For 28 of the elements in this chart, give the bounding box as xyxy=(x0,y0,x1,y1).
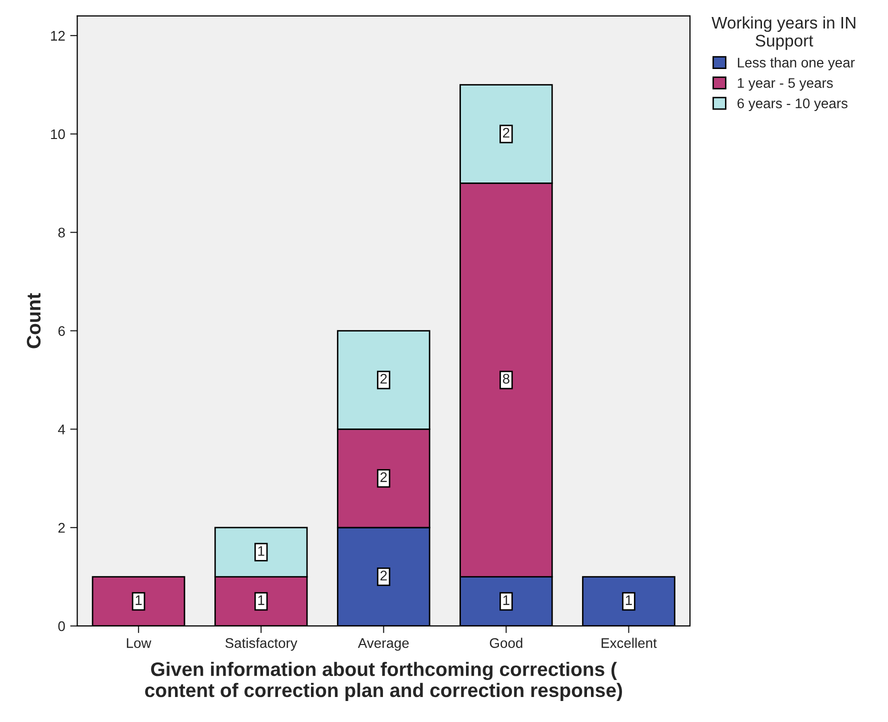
legend-label: 6 years - 10 years xyxy=(738,98,848,112)
y-tick-label: 6 xyxy=(58,326,65,336)
data-label: 2 xyxy=(380,374,387,384)
data-label: 2 xyxy=(380,570,387,580)
y-tick-label: 0 xyxy=(58,621,65,632)
data-label: 1 xyxy=(258,546,264,556)
x-axis-title: Given information about forthcoming corrections ( content of correction plan and correction response) xyxy=(145,662,622,701)
y-tick-label: 12 xyxy=(51,30,65,41)
x-tick-label: Satisfactory xyxy=(225,638,298,651)
y-axis-title: Count xyxy=(26,293,41,348)
y-tick-label: 10 xyxy=(51,129,65,140)
x-tick-label: Average xyxy=(358,638,409,651)
x-tick-label: Low xyxy=(126,638,152,648)
data-label: 1 xyxy=(136,595,142,605)
x-tick-label: Good xyxy=(490,638,522,648)
data-label: 1 xyxy=(258,595,264,605)
legend-label: 1 year - 5 years xyxy=(738,78,833,91)
data-label: 2 xyxy=(380,472,387,482)
data-label: 2 xyxy=(502,128,510,138)
y-tick-label: 8 xyxy=(58,228,65,238)
y-tick-label: 2 xyxy=(58,522,65,533)
legend-label: Less than one year xyxy=(738,57,855,70)
y-tick-label: 4 xyxy=(58,424,66,434)
data-label: 1 xyxy=(503,595,510,605)
data-label: 1 xyxy=(626,595,632,605)
legend-title: Working years in IN Support xyxy=(712,16,856,50)
x-tick-label: Excellent xyxy=(602,638,657,648)
data-label: 8 xyxy=(502,374,510,384)
